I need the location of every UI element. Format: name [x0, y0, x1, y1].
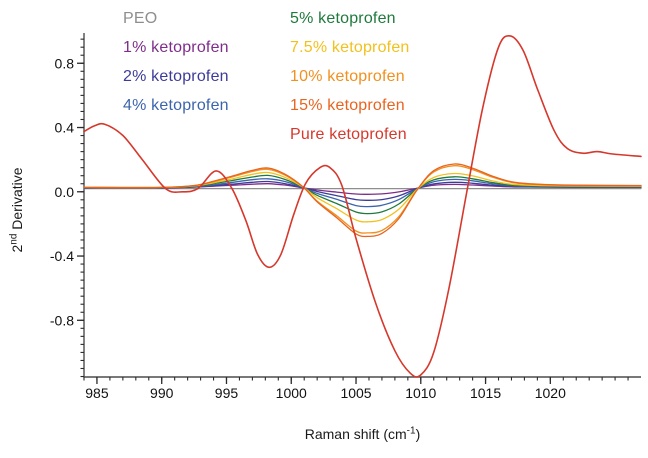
- x-tick-label: 1010: [405, 385, 436, 401]
- x-axis-title-base: Raman shift (cm: [304, 426, 407, 442]
- y-tick-label: -0.4: [50, 248, 74, 264]
- series-line-10-ketoprofen: [83, 165, 642, 234]
- series-line-pure-ketoprofen: [83, 34, 642, 378]
- x-tick-label: 990: [150, 385, 174, 401]
- y-tick-label: 0.0: [55, 184, 75, 200]
- series-line-4-ketoprofen: [83, 178, 642, 208]
- series-line-15-ketoprofen: [83, 163, 642, 238]
- series-line-7-5-ketoprofen: [83, 171, 642, 223]
- y-axis-title: 2nd Derivative: [8, 167, 25, 253]
- x-axis-title: Raman shift (cm-1): [84, 426, 641, 442]
- x-tick-label: 985: [85, 385, 109, 401]
- y-axis-title-rest: Derivative: [9, 167, 25, 234]
- x-tick-label: 995: [215, 385, 239, 401]
- series-line-5-ketoprofen: [83, 174, 642, 215]
- y-axis-title-base: 2: [9, 244, 25, 253]
- x-tick-label: 1000: [276, 385, 307, 401]
- y-axis-title-sup: nd: [8, 233, 20, 245]
- y-tick-label: -0.8: [50, 312, 74, 328]
- x-tick-label: 1005: [340, 385, 371, 401]
- x-tick-label: 1020: [535, 385, 566, 401]
- y-tick-label: 0.8: [55, 55, 75, 71]
- x-tick-label: 1015: [470, 385, 501, 401]
- x-axis-title-rest: ): [415, 426, 421, 442]
- y-tick-label: 0.4: [55, 120, 75, 136]
- x-axis-title-sup: -1: [406, 425, 416, 437]
